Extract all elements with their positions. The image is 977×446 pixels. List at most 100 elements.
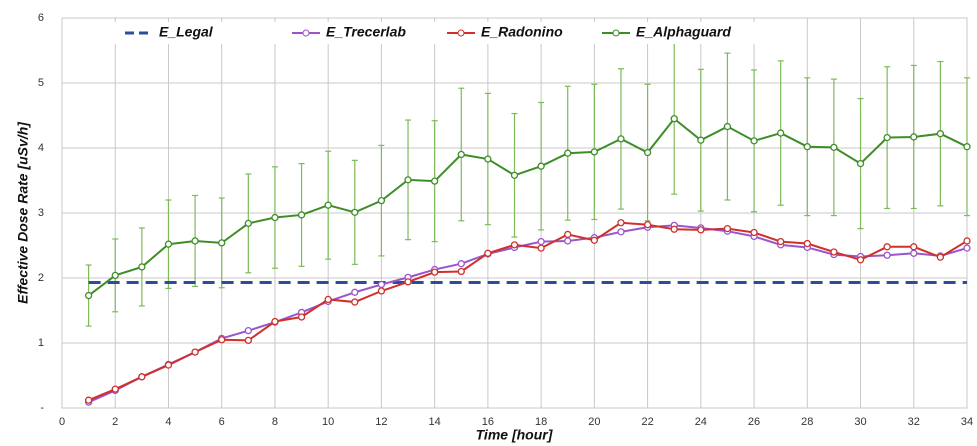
data-point xyxy=(910,249,918,257)
data-point xyxy=(111,385,119,393)
x-tick-label: 6 xyxy=(219,416,225,428)
data-point xyxy=(297,313,306,321)
x-tick-label: 20 xyxy=(588,416,600,428)
data-point xyxy=(963,143,971,151)
data-point xyxy=(590,236,599,244)
legend-marker xyxy=(457,29,465,37)
legend-label: E_Legal xyxy=(159,24,214,40)
data-point xyxy=(297,211,306,219)
data-point xyxy=(910,133,918,141)
data-point xyxy=(564,230,572,239)
data-point xyxy=(430,177,439,185)
x-tick-label: 18 xyxy=(535,416,547,428)
data-point xyxy=(830,143,838,152)
data-point xyxy=(670,115,678,123)
x-tick-label: 28 xyxy=(801,416,813,428)
data-point xyxy=(218,336,226,344)
data-point xyxy=(164,361,173,369)
data-point xyxy=(643,221,652,229)
data-point xyxy=(723,224,732,233)
data-point xyxy=(617,228,625,236)
data-point xyxy=(883,251,891,259)
data-point xyxy=(697,226,705,234)
y-tick-label: 2 xyxy=(38,272,44,284)
y-tick-label: 3 xyxy=(38,207,44,219)
series-line xyxy=(88,224,968,404)
data-point xyxy=(457,267,465,276)
data-point xyxy=(777,237,785,246)
x-tick-label: 0 xyxy=(59,416,65,428)
data-point xyxy=(936,253,945,261)
data-point xyxy=(883,243,891,251)
x-tick-label: 14 xyxy=(429,416,441,428)
data-point xyxy=(138,373,146,381)
x-tick-label: 24 xyxy=(695,416,707,428)
y-axis-title: Effective Dose Rate [uSv/h] xyxy=(15,121,31,304)
data-point xyxy=(218,239,226,247)
data-point xyxy=(324,201,332,209)
data-point xyxy=(457,260,465,268)
data-point xyxy=(830,248,838,256)
x-tick-label: 2 xyxy=(112,416,118,428)
data-point xyxy=(191,348,199,356)
data-point xyxy=(750,137,758,145)
data-point xyxy=(111,271,119,280)
series-line xyxy=(88,221,968,402)
x-tick-label: 30 xyxy=(854,416,866,428)
data-point xyxy=(697,136,705,144)
data-point xyxy=(617,135,625,143)
x-tick-label: 22 xyxy=(641,416,653,428)
y-tick-label: 5 xyxy=(38,77,44,89)
data-point xyxy=(244,326,252,335)
data-point xyxy=(271,213,279,222)
data-point xyxy=(564,149,572,157)
data-point xyxy=(84,396,93,404)
data-point xyxy=(883,133,891,142)
data-point xyxy=(404,278,412,286)
data-point xyxy=(564,237,572,245)
data-point xyxy=(191,237,199,245)
data-point xyxy=(377,287,386,295)
data-point xyxy=(457,150,465,159)
data-point xyxy=(377,280,386,289)
data-point xyxy=(430,268,439,276)
legend-label: E_Alphaguard xyxy=(636,24,731,40)
data-point xyxy=(537,244,545,252)
data-point xyxy=(856,159,865,168)
data-point xyxy=(138,263,146,271)
data-point xyxy=(537,237,545,246)
data-point xyxy=(670,225,678,233)
data-point xyxy=(723,122,732,131)
data-point xyxy=(164,240,173,248)
data-point xyxy=(803,239,811,248)
legend-marker xyxy=(612,29,620,37)
x-tick-label: 16 xyxy=(482,416,494,428)
legend-box xyxy=(112,22,772,44)
data-point xyxy=(377,196,386,205)
data-point xyxy=(910,243,918,251)
x-tick-label: 10 xyxy=(322,416,334,428)
y-tick-label: 6 xyxy=(38,12,44,24)
data-point xyxy=(590,148,599,156)
data-point xyxy=(510,171,519,179)
data-point xyxy=(84,291,93,300)
x-tick-label: 32 xyxy=(908,416,920,428)
data-point xyxy=(484,249,492,257)
x-tick-label: 8 xyxy=(272,416,278,428)
data-point xyxy=(324,295,332,304)
legend-label: E_Trecerlab xyxy=(326,24,406,40)
data-point xyxy=(856,256,865,264)
data-point xyxy=(404,176,412,184)
x-tick-label: 4 xyxy=(165,416,171,428)
x-tick-label: 34 xyxy=(961,416,973,428)
data-point xyxy=(537,162,545,170)
x-tick-label: 12 xyxy=(375,416,387,428)
data-point xyxy=(351,298,359,306)
data-point xyxy=(936,130,945,138)
data-point xyxy=(750,228,758,237)
data-point xyxy=(484,155,492,163)
data-point xyxy=(244,219,252,228)
data-point xyxy=(963,237,971,245)
y-tick-label: - xyxy=(40,402,44,414)
